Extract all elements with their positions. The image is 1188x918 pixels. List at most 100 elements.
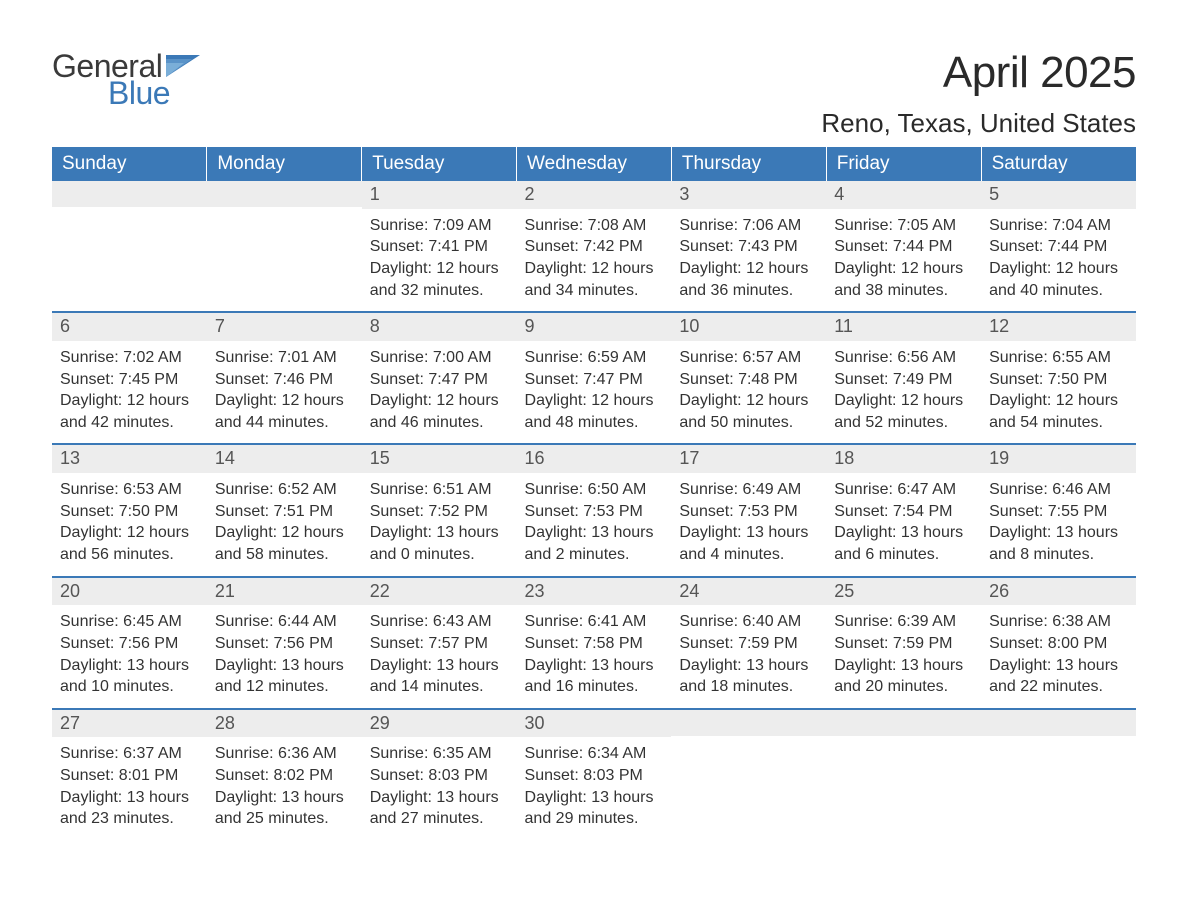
sunset-line: Sunset: 7:44 PM	[989, 236, 1128, 258]
daylight-line-1: Daylight: 13 hours	[215, 655, 354, 677]
day-number: 6	[52, 313, 207, 341]
sunset-line: Sunset: 7:52 PM	[370, 501, 509, 523]
calendar-week-row: 1Sunrise: 7:09 AMSunset: 7:41 PMDaylight…	[52, 181, 1136, 312]
calendar-cell: 2Sunrise: 7:08 AMSunset: 7:42 PMDaylight…	[517, 181, 672, 312]
sunrise-line: Sunrise: 6:59 AM	[525, 347, 664, 369]
daylight-line-2: and 25 minutes.	[215, 808, 354, 830]
daylight-line-2: and 8 minutes.	[989, 544, 1128, 566]
day-details: Sunrise: 6:38 AMSunset: 8:00 PMDaylight:…	[981, 605, 1136, 707]
day-details: Sunrise: 6:34 AMSunset: 8:03 PMDaylight:…	[517, 737, 672, 839]
daylight-line-1: Daylight: 12 hours	[679, 258, 818, 280]
logo: General Blue	[52, 48, 200, 112]
sunrise-line: Sunrise: 6:37 AM	[60, 743, 199, 765]
calendar-cell: 4Sunrise: 7:05 AMSunset: 7:44 PMDaylight…	[826, 181, 981, 312]
daylight-line-1: Daylight: 13 hours	[370, 522, 509, 544]
calendar-cell: 3Sunrise: 7:06 AMSunset: 7:43 PMDaylight…	[671, 181, 826, 312]
daylight-line-2: and 2 minutes.	[525, 544, 664, 566]
title-block: April 2025 Reno, Texas, United States	[821, 48, 1136, 139]
sunset-line: Sunset: 7:49 PM	[834, 369, 973, 391]
day-details: Sunrise: 7:01 AMSunset: 7:46 PMDaylight:…	[207, 341, 362, 443]
calendar-header-row: SundayMondayTuesdayWednesdayThursdayFrid…	[52, 147, 1136, 181]
daylight-line-2: and 58 minutes.	[215, 544, 354, 566]
sunset-line: Sunset: 7:42 PM	[525, 236, 664, 258]
day-details: Sunrise: 6:40 AMSunset: 7:59 PMDaylight:…	[671, 605, 826, 707]
sunset-line: Sunset: 7:47 PM	[370, 369, 509, 391]
sunrise-line: Sunrise: 7:01 AM	[215, 347, 354, 369]
daylight-line-1: Daylight: 12 hours	[370, 258, 509, 280]
calendar-cell: 26Sunrise: 6:38 AMSunset: 8:00 PMDayligh…	[981, 577, 1136, 709]
daylight-line-2: and 40 minutes.	[989, 280, 1128, 302]
day-number: 22	[362, 578, 517, 606]
day-details: Sunrise: 6:35 AMSunset: 8:03 PMDaylight:…	[362, 737, 517, 839]
sunrise-line: Sunrise: 6:43 AM	[370, 611, 509, 633]
day-details: Sunrise: 6:51 AMSunset: 7:52 PMDaylight:…	[362, 473, 517, 575]
sunset-line: Sunset: 7:57 PM	[370, 633, 509, 655]
calendar-cell: 29Sunrise: 6:35 AMSunset: 8:03 PMDayligh…	[362, 709, 517, 840]
calendar-cell: 12Sunrise: 6:55 AMSunset: 7:50 PMDayligh…	[981, 312, 1136, 444]
day-details: Sunrise: 6:36 AMSunset: 8:02 PMDaylight:…	[207, 737, 362, 839]
calendar-cell: 30Sunrise: 6:34 AMSunset: 8:03 PMDayligh…	[517, 709, 672, 840]
calendar-cell	[671, 709, 826, 840]
day-number	[52, 181, 207, 207]
day-number: 24	[671, 578, 826, 606]
daylight-line-2: and 52 minutes.	[834, 412, 973, 434]
calendar-week-row: 20Sunrise: 6:45 AMSunset: 7:56 PMDayligh…	[52, 577, 1136, 709]
daylight-line-2: and 12 minutes.	[215, 676, 354, 698]
calendar-cell: 5Sunrise: 7:04 AMSunset: 7:44 PMDaylight…	[981, 181, 1136, 312]
sunrise-line: Sunrise: 6:38 AM	[989, 611, 1128, 633]
day-details: Sunrise: 6:57 AMSunset: 7:48 PMDaylight:…	[671, 341, 826, 443]
calendar-cell: 24Sunrise: 6:40 AMSunset: 7:59 PMDayligh…	[671, 577, 826, 709]
day-details: Sunrise: 6:45 AMSunset: 7:56 PMDaylight:…	[52, 605, 207, 707]
daylight-line-1: Daylight: 12 hours	[525, 390, 664, 412]
calendar-week-row: 6Sunrise: 7:02 AMSunset: 7:45 PMDaylight…	[52, 312, 1136, 444]
daylight-line-1: Daylight: 13 hours	[525, 787, 664, 809]
day-number	[981, 710, 1136, 736]
calendar-cell: 13Sunrise: 6:53 AMSunset: 7:50 PMDayligh…	[52, 444, 207, 576]
sunrise-line: Sunrise: 7:05 AM	[834, 215, 973, 237]
day-number: 5	[981, 181, 1136, 209]
daylight-line-1: Daylight: 12 hours	[60, 390, 199, 412]
sunrise-line: Sunrise: 6:51 AM	[370, 479, 509, 501]
calendar-body: 1Sunrise: 7:09 AMSunset: 7:41 PMDaylight…	[52, 181, 1136, 840]
sunrise-line: Sunrise: 6:39 AM	[834, 611, 973, 633]
daylight-line-1: Daylight: 12 hours	[370, 390, 509, 412]
daylight-line-2: and 46 minutes.	[370, 412, 509, 434]
daylight-line-2: and 18 minutes.	[679, 676, 818, 698]
sunrise-line: Sunrise: 7:06 AM	[679, 215, 818, 237]
daylight-line-2: and 34 minutes.	[525, 280, 664, 302]
day-details: Sunrise: 7:06 AMSunset: 7:43 PMDaylight:…	[671, 209, 826, 311]
calendar-cell: 28Sunrise: 6:36 AMSunset: 8:02 PMDayligh…	[207, 709, 362, 840]
sunrise-line: Sunrise: 7:00 AM	[370, 347, 509, 369]
daylight-line-1: Daylight: 13 hours	[60, 655, 199, 677]
day-details: Sunrise: 6:44 AMSunset: 7:56 PMDaylight:…	[207, 605, 362, 707]
sunrise-line: Sunrise: 6:55 AM	[989, 347, 1128, 369]
calendar-cell: 16Sunrise: 6:50 AMSunset: 7:53 PMDayligh…	[517, 444, 672, 576]
daylight-line-2: and 23 minutes.	[60, 808, 199, 830]
sunset-line: Sunset: 7:50 PM	[60, 501, 199, 523]
daylight-line-1: Daylight: 12 hours	[215, 522, 354, 544]
daylight-line-1: Daylight: 13 hours	[525, 655, 664, 677]
sunrise-line: Sunrise: 6:45 AM	[60, 611, 199, 633]
day-number: 20	[52, 578, 207, 606]
daylight-line-2: and 22 minutes.	[989, 676, 1128, 698]
day-number: 19	[981, 445, 1136, 473]
sunset-line: Sunset: 8:01 PM	[60, 765, 199, 787]
calendar-cell: 6Sunrise: 7:02 AMSunset: 7:45 PMDaylight…	[52, 312, 207, 444]
weekday-header: Tuesday	[362, 147, 517, 181]
day-number: 15	[362, 445, 517, 473]
sunset-line: Sunset: 7:48 PM	[679, 369, 818, 391]
day-details: Sunrise: 6:49 AMSunset: 7:53 PMDaylight:…	[671, 473, 826, 575]
daylight-line-1: Daylight: 12 hours	[215, 390, 354, 412]
day-number: 9	[517, 313, 672, 341]
daylight-line-2: and 50 minutes.	[679, 412, 818, 434]
day-number: 1	[362, 181, 517, 209]
daylight-line-2: and 20 minutes.	[834, 676, 973, 698]
day-number	[826, 710, 981, 736]
day-number	[207, 181, 362, 207]
sunset-line: Sunset: 7:43 PM	[679, 236, 818, 258]
sunrise-line: Sunrise: 6:36 AM	[215, 743, 354, 765]
sunset-line: Sunset: 8:02 PM	[215, 765, 354, 787]
day-number: 14	[207, 445, 362, 473]
daylight-line-2: and 56 minutes.	[60, 544, 199, 566]
sunrise-line: Sunrise: 6:35 AM	[370, 743, 509, 765]
